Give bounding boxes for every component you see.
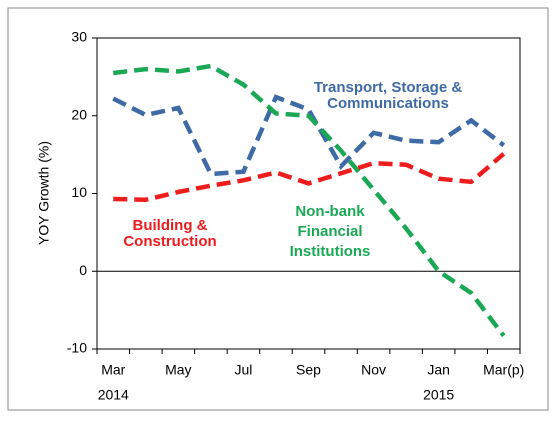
y-tick-label: 30 xyxy=(71,29,87,45)
x-tick-label: Sep xyxy=(296,362,321,378)
y-tick-label: 20 xyxy=(71,106,87,122)
series-label: Building & xyxy=(133,217,208,234)
y-tick-label: 0 xyxy=(79,262,87,278)
series-line xyxy=(113,152,506,202)
x-tick-label: Jan xyxy=(427,362,450,378)
x-tick-label: Mar xyxy=(101,362,125,378)
series-line xyxy=(113,63,506,338)
x-sublabel: 2015 xyxy=(423,387,454,403)
frame xyxy=(7,7,549,411)
series-label: Institutions xyxy=(290,243,371,260)
x-sublabel: 2014 xyxy=(98,387,129,403)
series-line xyxy=(112,94,506,177)
series-label: Financial xyxy=(297,223,362,240)
y-tick-label: -10 xyxy=(67,340,87,356)
x-tick-label: Nov xyxy=(361,362,386,378)
x-tick-label: Jul xyxy=(234,362,252,378)
series-label: Transport, Storage & xyxy=(314,79,463,96)
series-label: Communications xyxy=(327,95,449,112)
series-label: Non-bank xyxy=(295,203,365,220)
y-tick-label: 10 xyxy=(71,184,87,200)
y-axis-label: YOY Growth (%) xyxy=(36,141,52,245)
x-tick-label: May xyxy=(165,362,191,378)
x-tick-label: Mar(p) xyxy=(483,362,524,378)
series-label: Construction xyxy=(123,233,216,250)
